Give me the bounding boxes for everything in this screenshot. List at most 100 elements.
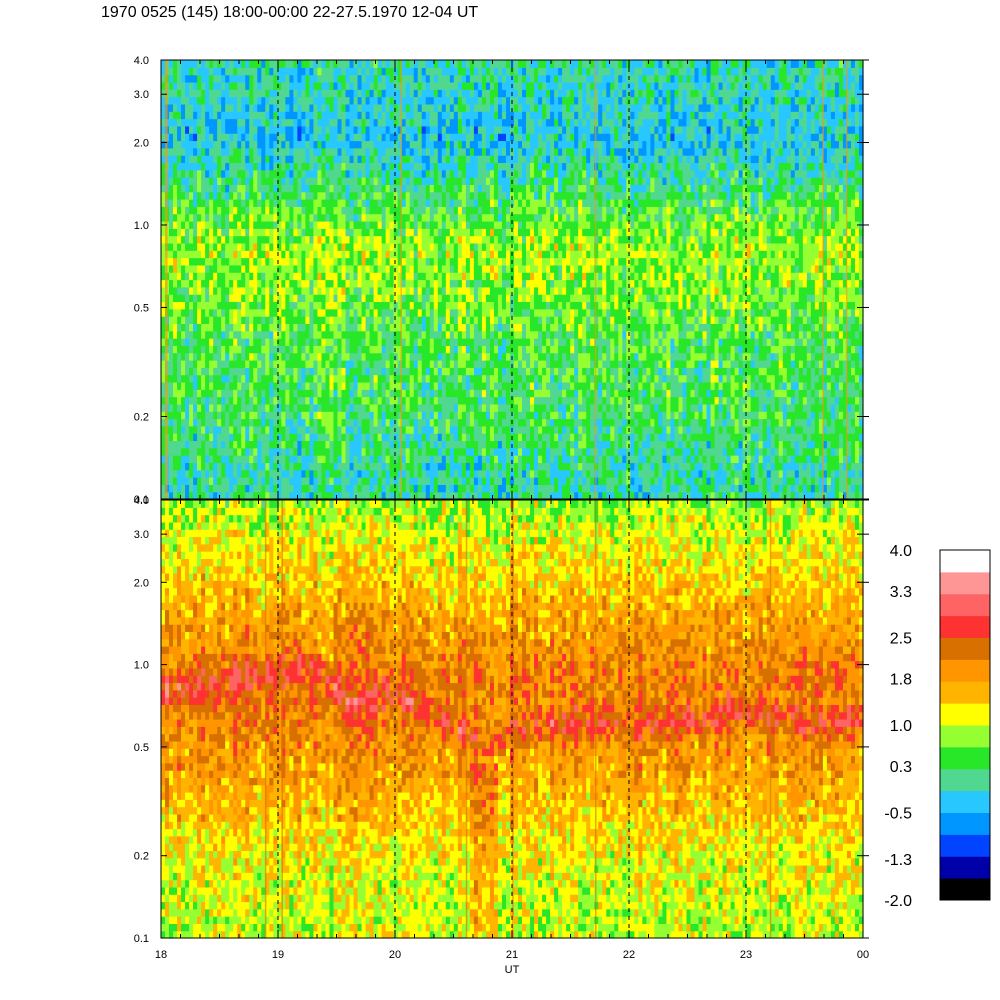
- heatmap-cell: [457, 133, 463, 142]
- heatmap-cell: [213, 338, 218, 346]
- heatmap-cell: [413, 345, 419, 354]
- heatmap-cell: [397, 235, 403, 244]
- heatmap-cell: [353, 177, 359, 185]
- heatmap-cell: [453, 81, 459, 90]
- heatmap-cell: [297, 367, 302, 376]
- heatmap-cell: [169, 264, 174, 273]
- heatmap-cell: [389, 294, 395, 303]
- heatmap-cell: [333, 250, 339, 259]
- heatmap-cell: [189, 418, 194, 427]
- heatmap-cell: [481, 491, 487, 500]
- heatmap-cell: [337, 359, 343, 368]
- heatmap-cell: [461, 477, 467, 485]
- heatmap-cell: [289, 367, 294, 376]
- heatmap-cell: [193, 352, 198, 361]
- heatmap-cell: [385, 389, 391, 398]
- heatmap-cell: [161, 89, 166, 98]
- heatmap-cell: [397, 184, 403, 193]
- heatmap-cell: [405, 250, 411, 259]
- heatmap-cell: [169, 191, 174, 200]
- heatmap-cell: [169, 462, 174, 471]
- heatmap-cell: [245, 367, 250, 376]
- heatmap-cell: [401, 279, 407, 288]
- heatmap-cell: [461, 96, 467, 105]
- heatmap-cell: [345, 162, 351, 171]
- heatmap-cell: [429, 323, 435, 332]
- heatmap-cell: [453, 440, 459, 449]
- heatmap-cell: [297, 433, 302, 442]
- heatmap-cell: [245, 220, 250, 229]
- heatmap-cell: [481, 228, 487, 237]
- heatmap-cell: [285, 155, 290, 164]
- heatmap-cell: [201, 491, 206, 500]
- heatmap-cell: [241, 389, 246, 398]
- heatmap-cell: [429, 374, 435, 383]
- heatmap-cell: [433, 374, 439, 383]
- heatmap-cell: [281, 140, 286, 149]
- heatmap-cell: [389, 381, 395, 390]
- heatmap-cell: [473, 177, 479, 185]
- heatmap-cell: [265, 169, 270, 178]
- heatmap-cell: [353, 403, 359, 412]
- heatmap-cell: [185, 272, 190, 281]
- heatmap-cell: [213, 206, 218, 215]
- heatmap-cell: [369, 352, 375, 361]
- heatmap-cell: [313, 103, 319, 112]
- heatmap-cell: [273, 162, 278, 171]
- heatmap-cell: [393, 250, 399, 259]
- heatmap-cell: [317, 264, 323, 273]
- heatmap-cell: [465, 184, 471, 193]
- heatmap-cell: [417, 272, 423, 281]
- heatmap-cell: [213, 286, 218, 295]
- heatmap-cell: [225, 411, 230, 420]
- heatmap-cell: [397, 286, 403, 295]
- heatmap-cell: [209, 67, 214, 76]
- heatmap-cell: [373, 440, 379, 449]
- heatmap-cell: [317, 242, 323, 251]
- heatmap-cell: [461, 235, 467, 244]
- heatmap-cell: [277, 381, 282, 390]
- heatmap-cell: [201, 74, 206, 83]
- heatmap-cell: [477, 484, 483, 493]
- heatmap-cell: [281, 294, 286, 303]
- heatmap-cell: [305, 433, 311, 442]
- heatmap-cell: [313, 220, 319, 229]
- heatmap-cell: [265, 367, 270, 376]
- heatmap-cell: [417, 147, 423, 156]
- heatmap-cell: [413, 455, 419, 464]
- heatmap-cell: [421, 469, 427, 478]
- heatmap-cell: [229, 352, 234, 361]
- heatmap-cell: [221, 133, 226, 142]
- heatmap-cell: [261, 403, 266, 412]
- heatmap-cell: [269, 213, 274, 222]
- heatmap-cell: [473, 484, 479, 493]
- heatmap-cell: [469, 96, 475, 105]
- heatmap-cell: [381, 235, 387, 244]
- heatmap-cell: [257, 381, 262, 390]
- heatmap-cell: [261, 191, 266, 200]
- heatmap-cell: [365, 272, 371, 281]
- heatmap-cell: [233, 469, 238, 478]
- heatmap-cell: [393, 147, 399, 156]
- heatmap-cell: [241, 169, 246, 178]
- heatmap-cell: [485, 184, 491, 193]
- heatmap-cell: [181, 462, 186, 471]
- heatmap-cell: [445, 440, 451, 449]
- heatmap-cell: [201, 403, 206, 412]
- heatmap-cell: [357, 74, 363, 83]
- heatmap-cell: [405, 374, 411, 383]
- heatmap-cell: [309, 484, 315, 493]
- heatmap-cell: [365, 60, 371, 68]
- heatmap-cell: [477, 60, 483, 68]
- heatmap-cell: [417, 352, 423, 361]
- heatmap-cell: [325, 111, 331, 120]
- heatmap-cell: [217, 89, 222, 98]
- heatmap-cell: [389, 228, 395, 237]
- heatmap-cell: [361, 294, 367, 303]
- heatmap-cell: [233, 140, 238, 149]
- heatmap-cell: [301, 96, 307, 105]
- heatmap-cell: [345, 389, 351, 398]
- heatmap-cell: [361, 433, 367, 442]
- heatmap-cell: [481, 272, 487, 281]
- heatmap-cell: [249, 213, 254, 222]
